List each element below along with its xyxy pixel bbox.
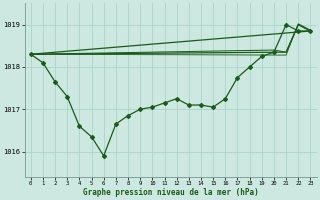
X-axis label: Graphe pression niveau de la mer (hPa): Graphe pression niveau de la mer (hPa) — [83, 188, 259, 197]
